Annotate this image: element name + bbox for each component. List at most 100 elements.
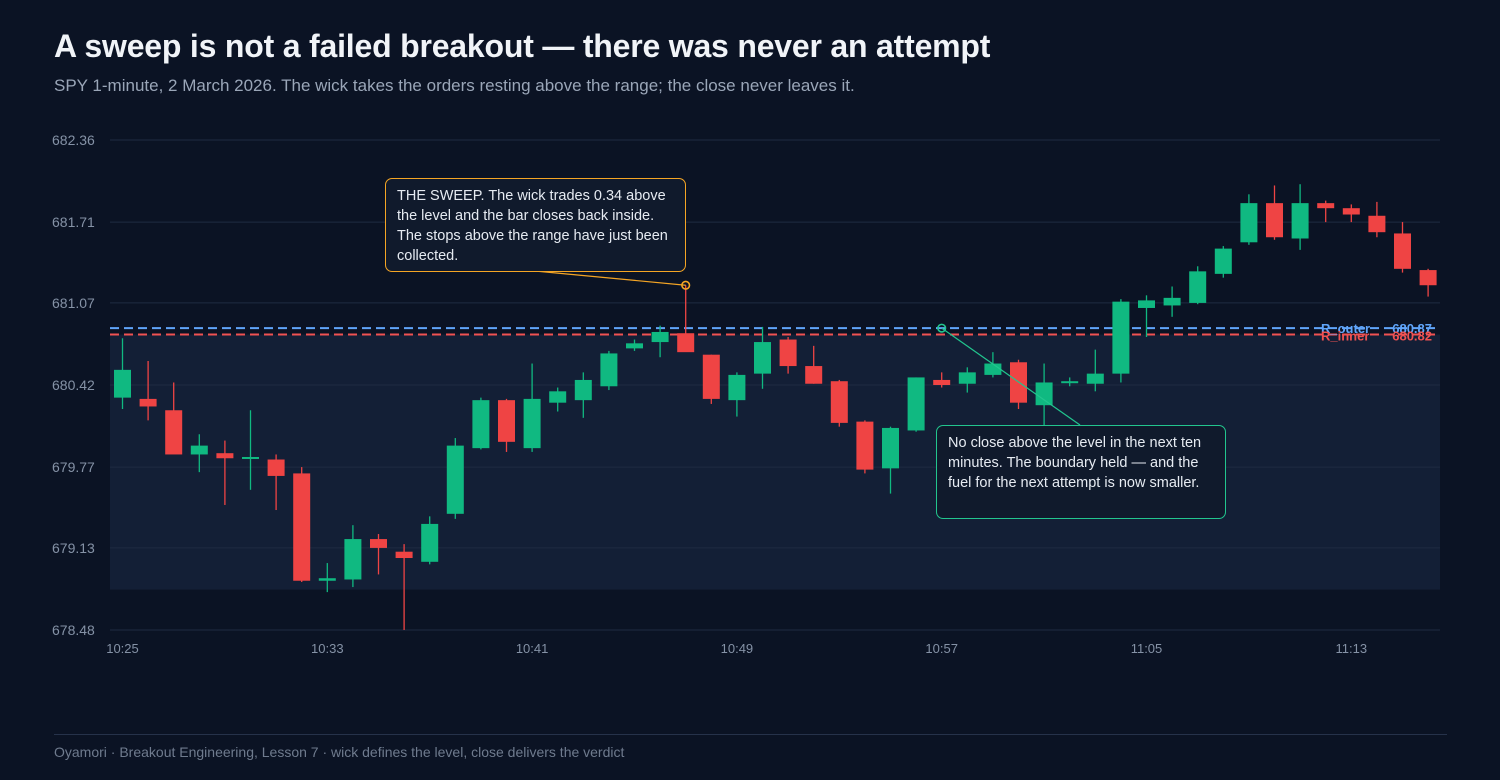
level-labels: R_outer 680.87 R_inner 680.82: [1321, 321, 1432, 343]
candle-body: [395, 551, 413, 559]
candle-body: [1419, 270, 1437, 286]
candle-body: [1214, 248, 1232, 274]
candle: [421, 516, 439, 565]
candle: [498, 398, 515, 452]
y-tick-label: 679.13: [52, 540, 95, 556]
level-value: 680.87: [1392, 321, 1432, 336]
candle-body: [882, 427, 899, 469]
candle: [216, 440, 234, 505]
y-tick-label: 680.42: [52, 377, 95, 393]
y-axis: 682.36 681.71 681.07 680.42 679.77 679.13 678.…: [52, 132, 95, 638]
candle: [523, 363, 541, 452]
candle-body: [344, 539, 362, 580]
candle-body: [600, 353, 618, 387]
candle: [856, 420, 874, 474]
candle-body: [651, 331, 669, 343]
x-axis: 10:25 10:33 10:41 10:49 10:57 11:05 11:13: [106, 641, 1367, 656]
annotation-leaders: [534, 270, 1081, 426]
candle-body: [728, 374, 746, 401]
candle: [1010, 359, 1027, 409]
candle-body: [779, 339, 797, 367]
candle-body: [267, 459, 285, 476]
candle-body: [830, 381, 848, 423]
candle: [1035, 363, 1053, 426]
candle-body: [421, 523, 439, 562]
x-tick-label: 11:05: [1131, 641, 1163, 656]
candle: [1086, 349, 1104, 392]
candle-body: [754, 342, 771, 374]
candle-body: [856, 421, 874, 470]
candle-body: [216, 453, 234, 459]
candle-body: [958, 372, 976, 384]
candle: [318, 563, 336, 593]
candle-body: [549, 391, 567, 403]
footer-caption: Oyamori · Breakout Engineering, Lesson 7…: [54, 744, 625, 760]
y-tick-label: 682.36: [52, 132, 95, 148]
candles: [114, 184, 1437, 630]
candle: [882, 426, 899, 494]
candle: [293, 467, 311, 583]
x-tick-label: 10:33: [311, 641, 344, 656]
candle: [190, 434, 208, 473]
candle: [549, 387, 567, 412]
y-tick-label: 681.07: [52, 295, 95, 311]
candle-body: [574, 379, 592, 401]
level-value: 680.82: [1392, 328, 1432, 343]
candle: [1317, 200, 1335, 223]
candle: [1394, 222, 1411, 273]
candle-body: [165, 410, 183, 455]
held-annotation: No close above the level in the next ten…: [936, 425, 1226, 519]
candle: [1189, 266, 1207, 305]
x-tick-label: 10:25: [106, 641, 139, 656]
chart-subtitle: SPY 1-minute, 2 March 2026. The wick tak…: [54, 76, 855, 95]
candle: [1061, 377, 1079, 387]
x-tick-label: 10:57: [925, 641, 958, 656]
candle-body: [1163, 297, 1181, 306]
candle: [1138, 295, 1155, 338]
y-tick-label: 681.71: [52, 214, 95, 230]
candle: [728, 372, 746, 417]
candle-body: [1342, 208, 1360, 215]
candle: [933, 372, 951, 388]
candle-body: [1189, 271, 1207, 303]
candle: [395, 544, 413, 630]
candle-body: [1138, 300, 1155, 308]
candle-body: [293, 473, 311, 581]
candle: [1214, 246, 1232, 278]
candle-body: [318, 578, 336, 581]
candle: [165, 382, 183, 455]
sweep-annotation: THE SWEEP. The wick trades 0.34 above th…: [385, 178, 686, 272]
candle-body: [626, 343, 643, 349]
candle-body: [933, 379, 951, 385]
chart-title: A sweep is not a failed breakout — there…: [54, 28, 991, 64]
candle-body: [114, 369, 131, 398]
candle: [344, 525, 362, 588]
candle-body: [805, 366, 823, 384]
candle-body: [1368, 215, 1386, 233]
candle: [139, 361, 157, 421]
x-tick-label: 10:41: [516, 641, 549, 656]
candle: [1240, 194, 1258, 245]
y-tick-label: 679.77: [52, 459, 95, 475]
candle: [702, 354, 720, 404]
candle-body: [1291, 203, 1309, 239]
candle-body: [1240, 203, 1258, 243]
candle: [1266, 185, 1283, 240]
x-tick-label: 11:13: [1336, 641, 1368, 656]
sweep-anchor-marker: [681, 280, 691, 290]
candle-body: [446, 445, 464, 514]
level-label: R_outer: [1321, 321, 1370, 336]
candle: [779, 337, 797, 374]
candle: [1419, 268, 1437, 297]
candle: [830, 379, 848, 427]
held-leader-line: [941, 327, 1081, 426]
x-tick-label: 10:49: [721, 641, 754, 656]
candle-body: [702, 354, 720, 399]
candle: [370, 534, 387, 575]
candle: [1368, 201, 1386, 238]
candle-body: [1266, 203, 1283, 238]
candle-body: [472, 400, 490, 449]
candle: [1112, 299, 1130, 383]
footer-divider: [54, 734, 1447, 735]
